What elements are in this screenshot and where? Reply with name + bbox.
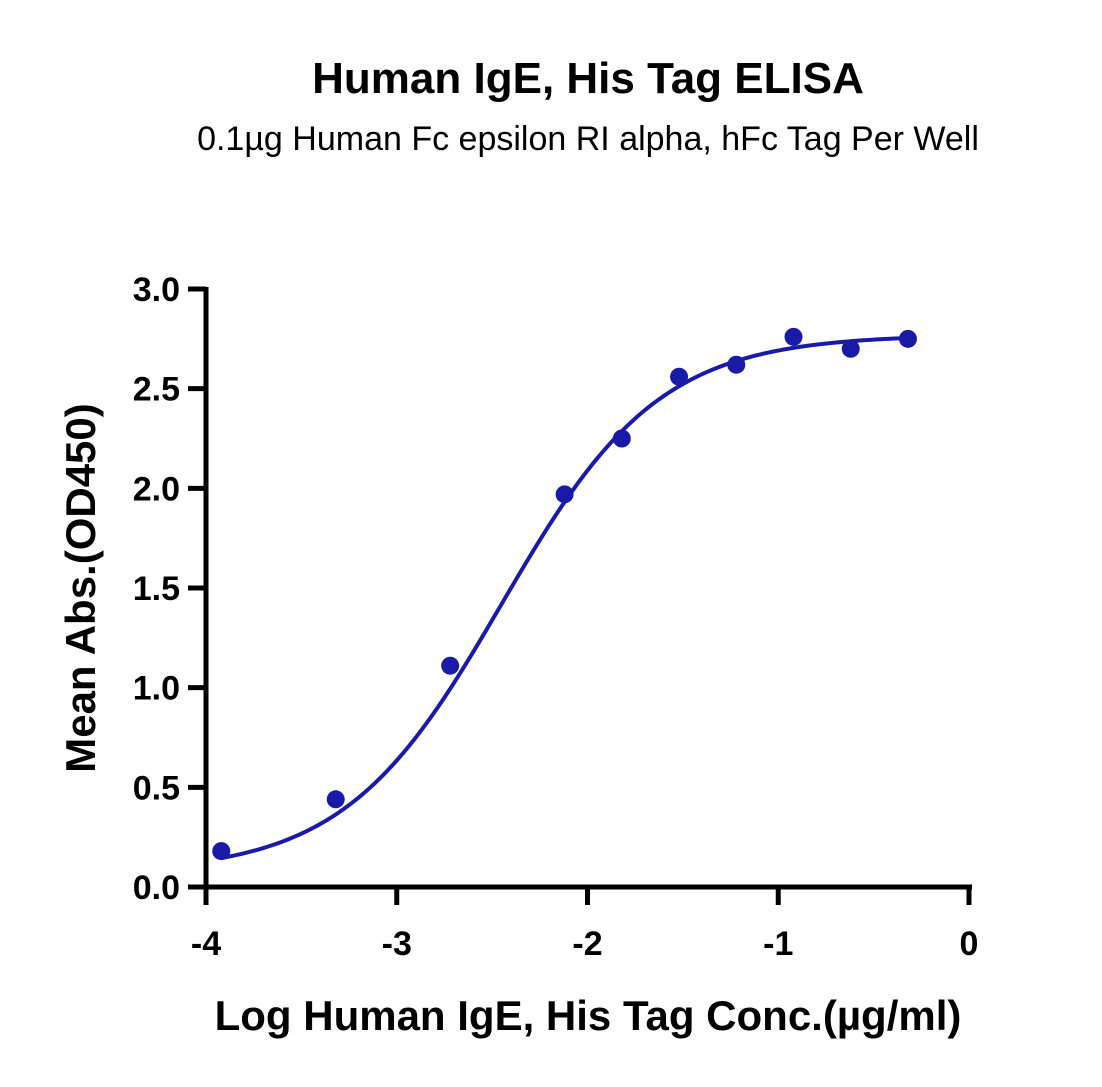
y-tick-label: 2.0 bbox=[133, 470, 180, 508]
y-tick-label: 3.0 bbox=[133, 271, 180, 309]
data-points bbox=[212, 327, 917, 861]
data-point bbox=[555, 485, 574, 504]
fit-curve bbox=[220, 335, 909, 861]
x-tick-label: -1 bbox=[763, 925, 793, 963]
x-tick-label: 0 bbox=[960, 925, 979, 963]
y-tick-label: 2.5 bbox=[133, 371, 180, 409]
x-tick-label: -2 bbox=[572, 925, 602, 963]
data-point bbox=[784, 327, 803, 346]
y-ticks: 0.0 0.5 1.0 1.5 2.0 2.5 3.0 bbox=[133, 271, 206, 907]
x-ticks: -4 -3 -2 -1 0 bbox=[191, 887, 979, 963]
data-point bbox=[898, 329, 917, 348]
data-point bbox=[326, 790, 345, 809]
x-axis-label: Log Human IgE, His Tag Conc.(µg/ml) bbox=[215, 992, 962, 1039]
x-tick-label: -3 bbox=[382, 925, 412, 963]
chart-title: Human IgE, His Tag ELISA bbox=[312, 54, 864, 103]
data-point bbox=[212, 842, 231, 861]
y-tick-label: 0.5 bbox=[133, 769, 180, 807]
data-point bbox=[727, 355, 746, 374]
y-axis-label: Mean Abs.(OD450) bbox=[57, 403, 104, 773]
chart-subtitle: 0.1µg Human Fc epsilon RI alpha, hFc Tag… bbox=[197, 120, 979, 158]
axes bbox=[203, 287, 972, 890]
data-point bbox=[841, 339, 860, 358]
data-point bbox=[612, 429, 631, 448]
data-point bbox=[441, 656, 460, 675]
y-tick-label: 1.5 bbox=[133, 570, 180, 608]
data-point bbox=[670, 367, 689, 386]
y-tick-label: 1.0 bbox=[133, 670, 180, 708]
y-tick-label: 0.0 bbox=[133, 869, 180, 907]
x-tick-label: -4 bbox=[191, 925, 221, 963]
